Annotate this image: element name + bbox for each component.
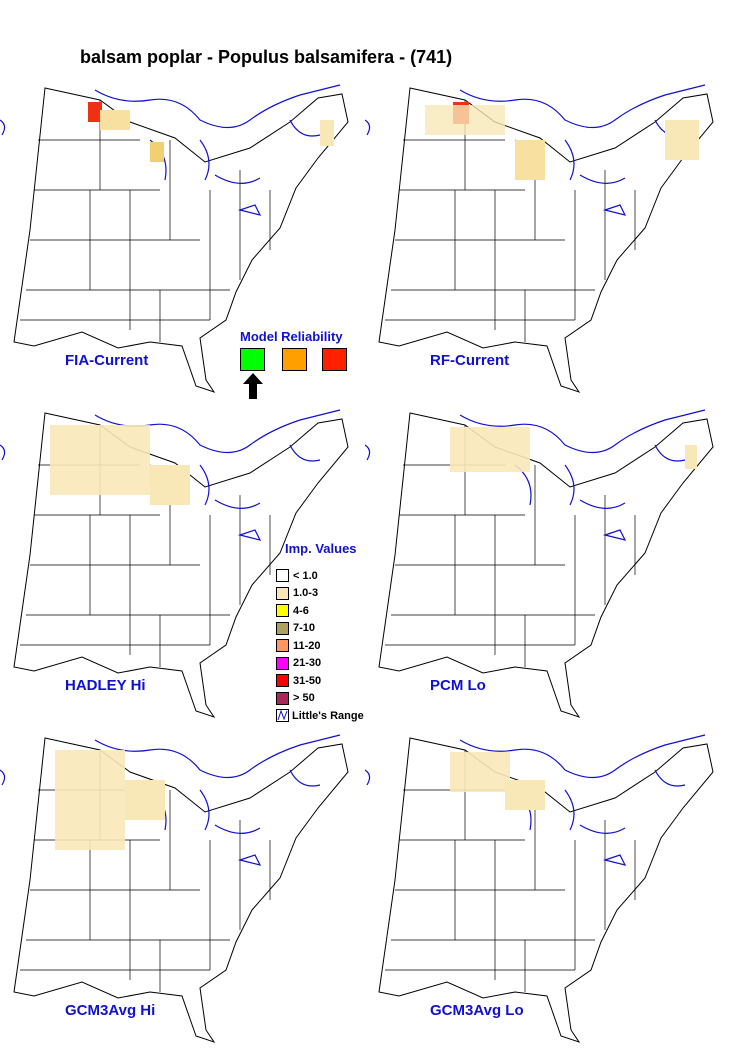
map-hadley-hi [0,405,365,725]
panel-label: GCM3Avg Hi [65,1002,156,1019]
legend-item: 21-30 [276,655,364,673]
legend-item: 4-6 [276,602,364,620]
legend-item: < 1.0 [276,567,364,585]
legend-swatch [276,569,289,583]
legend-item: 1.0-3 [276,585,364,603]
legend-swatch [276,691,289,705]
legend-label: 7-10 [293,622,316,635]
panel-label: RF-Current [430,352,510,369]
panel-label: FIA-Current [65,352,149,369]
legend-label: 11-20 [293,639,321,652]
map-gcm3avg-hi [0,730,365,1050]
reliability-box [282,348,307,371]
legend-item: > 50 [276,690,364,708]
panel-label: PCM Lo [430,677,486,694]
legend-title: Imp. Values [285,541,357,556]
legend-item: 11-20 [276,637,364,655]
legend-label: > 50 [293,692,315,705]
legend-label: Little's Range [292,709,364,722]
legend-label: 31-50 [293,674,322,687]
legend-swatch [276,604,289,618]
legend-swatch [276,639,289,653]
legend-swatch [276,656,289,670]
map-pcm-lo [365,405,730,725]
legend-item: 31-50 [276,672,364,690]
title: balsam poplar - Populus balsamifera - (7… [80,47,453,67]
panel-label: GCM3Avg Lo [430,1002,524,1019]
legend-label: 21-30 [293,657,322,670]
arrow [243,373,263,399]
legend-label: 1.0-3 [293,587,319,600]
reliability-title: Model Reliability [240,329,343,344]
reliability-box [322,348,347,371]
reliability-box [240,348,265,371]
range-icon [276,709,289,723]
map-gcm3avg-lo [365,730,730,1050]
legend: < 1.0 1.0-3 4-6 7-10 11-20 21-30 31-50 > 50 Litt… [276,567,364,725]
legend-swatch [276,586,289,600]
legend-label: 4-6 [293,604,309,617]
map-fia-current [0,80,365,400]
legend-item: Little's Range [276,707,364,725]
panel-label: HADLEY Hi [65,677,146,694]
legend-swatch [276,674,289,688]
map-rf-current [365,80,730,400]
legend-item: 7-10 [276,620,364,638]
legend-swatch [276,621,289,635]
legend-label: < 1.0 [293,569,318,582]
